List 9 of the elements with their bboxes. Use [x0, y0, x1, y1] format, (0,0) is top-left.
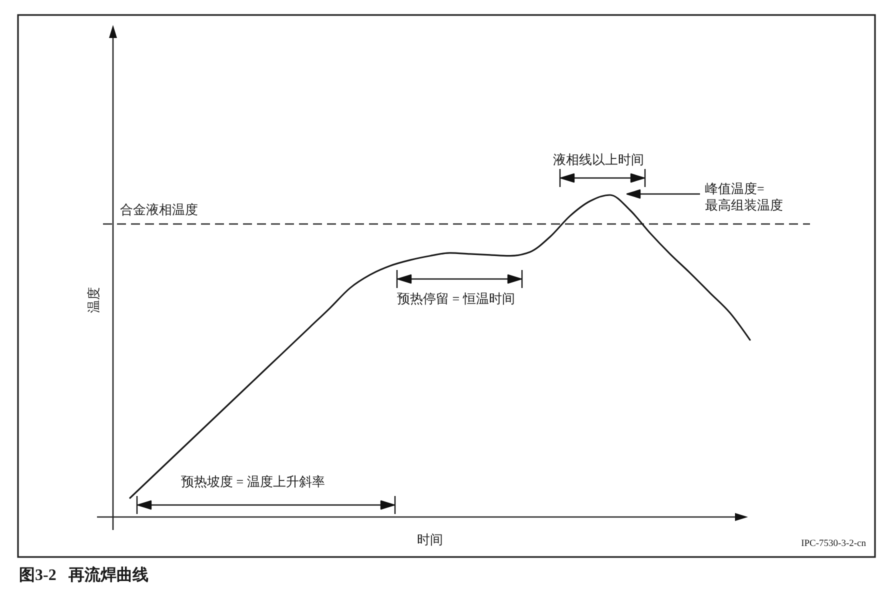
annotation: 预热停留 = 恒温时间	[397, 291, 515, 306]
x-axis-title: 时间	[417, 532, 443, 547]
annotation: 预热坡度 = 温度上升斜率	[181, 474, 325, 489]
caption: 图3-2 再流焊曲线	[19, 565, 148, 584]
text: 液相线以上时间	[553, 152, 644, 167]
text: IPC-7530-3-2-cn	[801, 539, 866, 549]
y-axis-title: 温度	[86, 287, 101, 313]
ref-line-label: 合金液相温度	[120, 202, 198, 217]
annotation: 峰值温度= 最高组装温度	[705, 181, 783, 212]
